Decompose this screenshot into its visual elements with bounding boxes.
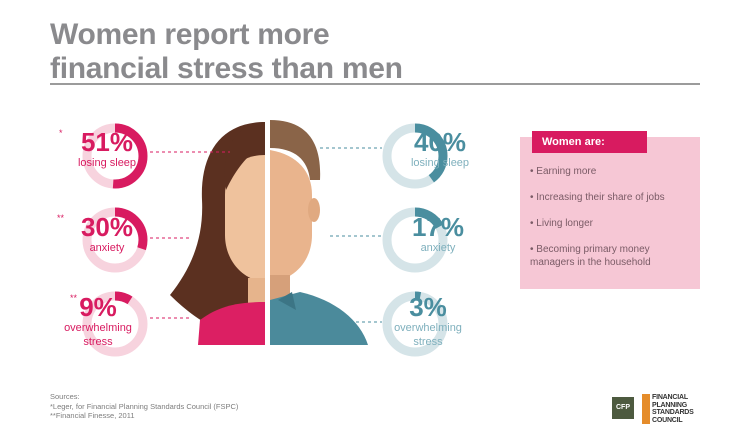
logo-line-3: STANDARDS — [652, 409, 694, 416]
men-ring-progress — [382, 291, 448, 357]
women-stat-overwhelming-stress: ** 9% overwhelming stress — [48, 293, 148, 349]
stat-percent: 40% — [413, 127, 467, 157]
source-line-1: *Leger, for Financial Planning Standards… — [50, 401, 239, 411]
stat-percent: 30% — [80, 212, 134, 242]
list-item: • Earning more — [530, 166, 597, 177]
page-title: Women report more financial stress than … — [50, 18, 403, 86]
stat-percent: 17% — [411, 212, 465, 242]
logo-line-1: FINANCIAL — [652, 394, 688, 401]
women-ring-progress — [82, 123, 148, 189]
men-ring-progress — [382, 207, 448, 273]
title-line-2: financial stress than men — [50, 52, 403, 85]
woman-face-icon — [225, 155, 265, 282]
stat-label: losing sleep — [410, 157, 470, 169]
stat-label: overwhelming stress — [394, 322, 462, 348]
stat-label: losing sleep — [77, 157, 137, 169]
footnote-marker: ** — [57, 213, 65, 223]
man-face-icon — [270, 150, 312, 282]
sources: Sources: *Leger, for Financial Planning … — [50, 392, 238, 421]
logo-line-2: PLANNING — [652, 401, 687, 409]
logo-text: FINANCIAL PLANNING STANDARDS COUNCIL — [652, 394, 694, 424]
source-line-2: **Financial Finesse, 2011 — [50, 411, 135, 420]
women-are-panel — [520, 137, 700, 289]
dashed-connectors — [150, 147, 382, 323]
title-divider — [50, 83, 700, 85]
stat-percent: 51% — [80, 127, 134, 157]
logo-line-4: COUNCIL — [652, 416, 683, 424]
footnote-marker: ** — [70, 293, 78, 303]
stat-label: anxiety — [89, 242, 125, 254]
list-item: • Increasing their share of jobs — [530, 192, 665, 203]
stat-label: overwhelming stress — [64, 322, 132, 348]
stat-percent: 3% — [409, 292, 447, 322]
men-stat-overwhelming-stress: 3% overwhelming stress — [378, 293, 478, 349]
list-item: • Becoming primary money managers in the… — [530, 244, 651, 268]
cfp-logo-icon: CFP — [612, 397, 634, 419]
women-stat-anxiety: ** 30% anxiety — [52, 213, 162, 255]
women-rings — [82, 123, 148, 357]
footnote-marker: * — [59, 128, 63, 138]
title-line-1: Women report more — [50, 18, 330, 51]
women-ring-progress — [82, 207, 148, 273]
women-ring-progress — [82, 291, 148, 357]
sources-heading: Sources: — [50, 392, 80, 401]
logo-mark: CFP — [616, 404, 630, 411]
man-hair-icon — [270, 120, 321, 180]
list-item: • Living longer — [530, 218, 593, 229]
stat-label: anxiety — [420, 242, 456, 254]
stat-percent: 9% — [79, 292, 117, 322]
logo-accent-icon — [642, 394, 650, 424]
woman-shirt-icon — [198, 302, 265, 345]
panel-heading: Women are: — [532, 131, 647, 153]
panel-list: • Earning more • Increasing their share … — [530, 165, 695, 282]
men-ring-progress — [382, 123, 448, 189]
men-stat-anxiety: 17% anxiety — [383, 213, 493, 255]
men-stat-losing-sleep: 40% losing sleep — [385, 128, 495, 170]
faces-illustration — [170, 110, 368, 350]
men-rings — [382, 123, 448, 357]
women-stat-losing-sleep: * 51% losing sleep — [52, 128, 162, 170]
